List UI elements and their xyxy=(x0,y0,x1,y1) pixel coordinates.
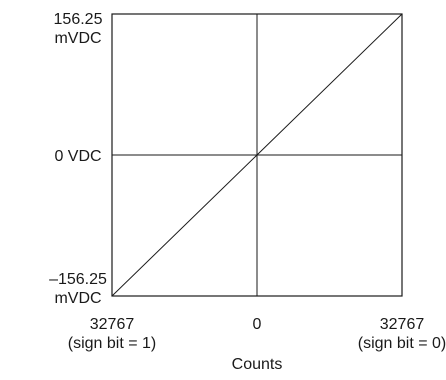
x-tick-label-1-0: 0 xyxy=(253,316,262,333)
x-tick-label-0-0: 32767 xyxy=(90,316,135,333)
x-tick-label-0-1: (sign bit = 1) xyxy=(68,335,156,352)
y-tick-label-0-0: 156.25 xyxy=(54,11,103,28)
x-axis-label: Counts xyxy=(232,356,283,373)
x-tick-label-2-1: (sign bit = 0) xyxy=(358,335,446,352)
y-tick-label-0-1: mVDC xyxy=(54,30,101,47)
series-layer xyxy=(111,13,403,297)
y-tick-label-2-0: –156.25 xyxy=(49,271,107,288)
y-tick-labels: 156.25 mVDC 0 VDC –156.25 mVDC xyxy=(49,11,107,307)
x-tick-label-2-0: 32767 xyxy=(380,316,425,333)
y-tick-label-1-0: 0 VDC xyxy=(54,148,101,165)
series-line-0 xyxy=(111,13,403,297)
x-tick-labels: 32767 (sign bit = 1) 0 32767 (sign bit = 0) xyxy=(68,316,446,352)
y-tick-label-2-1: mVDC xyxy=(54,290,101,307)
